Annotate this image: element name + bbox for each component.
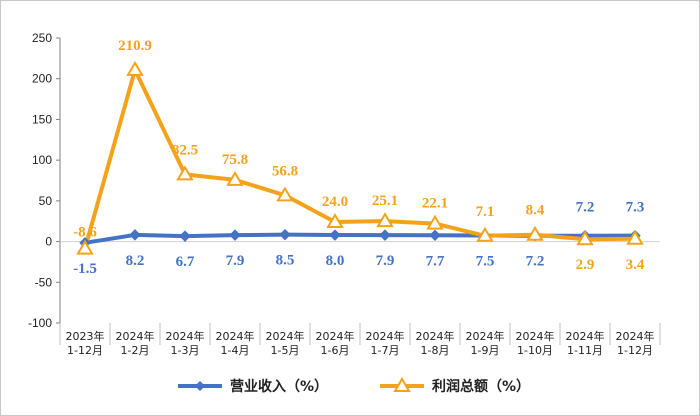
series-line-profit — [83, 67, 637, 251]
revenue-data-label: 7.3 — [626, 200, 645, 216]
series-markers — [76, 60, 644, 255]
profit-point — [626, 229, 644, 245]
revenue-data-label: 7.2 — [526, 254, 545, 270]
x-tick-label: 2024年 1-9月 — [466, 329, 505, 357]
x-tick-label-period: 1-11月 — [567, 344, 603, 357]
revenue-data-label: 6.7 — [176, 254, 195, 270]
profit-data-label: 3.4 — [626, 257, 645, 273]
profit-data-label: -8.6 — [73, 225, 97, 241]
revenue-point — [379, 229, 391, 241]
x-tick-label: 2024年 1-8月 — [416, 329, 455, 357]
legend-profit-label: 利润总额（%） — [432, 378, 530, 395]
y-tick-label: 150 — [32, 112, 52, 126]
y-tick-label: 250 — [32, 31, 52, 45]
x-tick-label: 2024年 1-2月 — [116, 329, 155, 357]
profit-point — [476, 226, 494, 242]
x-tick-label-year: 2024年 — [266, 329, 305, 343]
revenue-data-label: 7.9 — [226, 253, 245, 269]
x-tick-label-year: 2024年 — [166, 329, 205, 343]
profit-point — [126, 60, 144, 76]
x-tick-label-period: 1-6月 — [321, 344, 350, 357]
x-tick-label-year: 2024年 — [466, 329, 505, 343]
legend-profit-marker — [393, 377, 411, 392]
series-lines — [83, 67, 637, 251]
revenue-data-label: -1.5 — [73, 261, 97, 277]
profit-data-label: 210.9 — [118, 38, 152, 54]
x-tick-label-year: 2024年 — [316, 329, 355, 343]
x-tick-label-period: 1-12月 — [67, 344, 103, 357]
revenue-data-label: 7.2 — [576, 200, 595, 216]
profit-data-label: 7.1 — [476, 204, 495, 220]
revenue-point — [179, 230, 191, 242]
profit-point — [326, 213, 344, 229]
y-tick-label: 0 — [45, 235, 52, 249]
revenue-data-label: 7.9 — [376, 253, 395, 269]
x-tick-label-period: 1-10月 — [517, 344, 553, 357]
x-tick-label-period: 1-2月 — [121, 344, 150, 357]
profit-point — [176, 165, 194, 181]
x-tick-label: 2024年 1-7月 — [366, 329, 405, 357]
x-tick-label-period: 1-4月 — [221, 344, 250, 357]
x-tick-label-period: 1-7月 — [371, 344, 400, 357]
x-tick-label-period: 1-12月 — [617, 344, 653, 357]
profit-point — [576, 230, 594, 246]
data-labels: -1.5 8.2 6.7 7.9 8.5 8.0 7.9 7.7 7.5 7.2 7.2 7.3 -8.… — [73, 38, 645, 277]
legend: 营业收入（%） 利润总额（%） — [178, 377, 530, 395]
x-tick-label-year: 2024年 — [566, 329, 605, 343]
x-tick-label-period: 1-8月 — [421, 344, 450, 357]
revenue-point — [329, 229, 341, 241]
revenue-data-label: 8.0 — [326, 253, 345, 269]
profit-point — [376, 212, 394, 228]
profit-point — [276, 186, 294, 202]
revenue-point — [229, 229, 241, 241]
profit-data-label: 22.1 — [422, 196, 448, 212]
x-tick-label: 2024年 1-10月 — [516, 329, 555, 357]
revenue-data-label: 8.5 — [276, 253, 295, 269]
profit-data-label: 2.9 — [576, 257, 595, 273]
profit-point — [526, 225, 544, 241]
revenue-data-label: 7.7 — [426, 253, 445, 269]
x-tick-label-year: 2024年 — [616, 329, 655, 343]
revenue-data-label: 8.2 — [126, 253, 145, 269]
profit-data-label: 82.5 — [172, 142, 198, 158]
x-tick-label: 2024年 1-6月 — [316, 329, 355, 357]
profit-data-label: 56.8 — [272, 163, 298, 179]
revenue-point — [429, 229, 441, 242]
x-tick-label: 2024年 1-5月 — [266, 329, 305, 357]
y-tick-label: 200 — [32, 72, 52, 86]
y-tick-label: 50 — [39, 194, 53, 208]
profit-data-label: 24.0 — [322, 194, 348, 210]
x-tick-label-year: 2024年 — [216, 329, 255, 343]
x-tick-label-year: 2024年 — [516, 329, 555, 343]
x-tick-label-period: 1-9月 — [471, 344, 500, 357]
x-tick-label: 2024年 1-4月 — [216, 329, 255, 357]
x-tick-label-year: 2024年 — [116, 329, 155, 343]
y-tick-label: 100 — [32, 153, 52, 167]
profit-point — [426, 214, 444, 230]
profit-point — [226, 170, 244, 186]
x-tick-label-year: 2024年 — [366, 329, 405, 343]
x-tick-label-year: 2024年 — [416, 329, 455, 343]
profit-data-label: 25.1 — [372, 193, 398, 209]
legend-revenue-marker — [195, 381, 205, 391]
x-tick-label: 2023年 1-12月 — [66, 329, 105, 357]
y-tick-label: -100 — [28, 316, 52, 330]
x-tick-label-period: 1-5月 — [271, 344, 300, 357]
profit-data-label: 8.4 — [526, 203, 545, 219]
profit-data-label: 75.8 — [222, 152, 248, 168]
revenue-data-label: 7.5 — [476, 253, 495, 269]
y-tick-label: -50 — [35, 275, 53, 289]
revenue-point — [129, 229, 141, 241]
x-tick-label: 2024年 1-12月 — [616, 329, 655, 357]
revenue-point — [279, 228, 291, 241]
profit-point — [76, 239, 94, 255]
x-tick-label: 2024年 1-11月 — [566, 329, 605, 357]
x-tick-label: 2024年 1-3月 — [166, 329, 205, 357]
legend-revenue-label: 营业收入（%） — [230, 378, 328, 395]
x-tick-label-period: 1-3月 — [171, 344, 200, 357]
x-tick-label-year: 2023年 — [66, 329, 105, 343]
